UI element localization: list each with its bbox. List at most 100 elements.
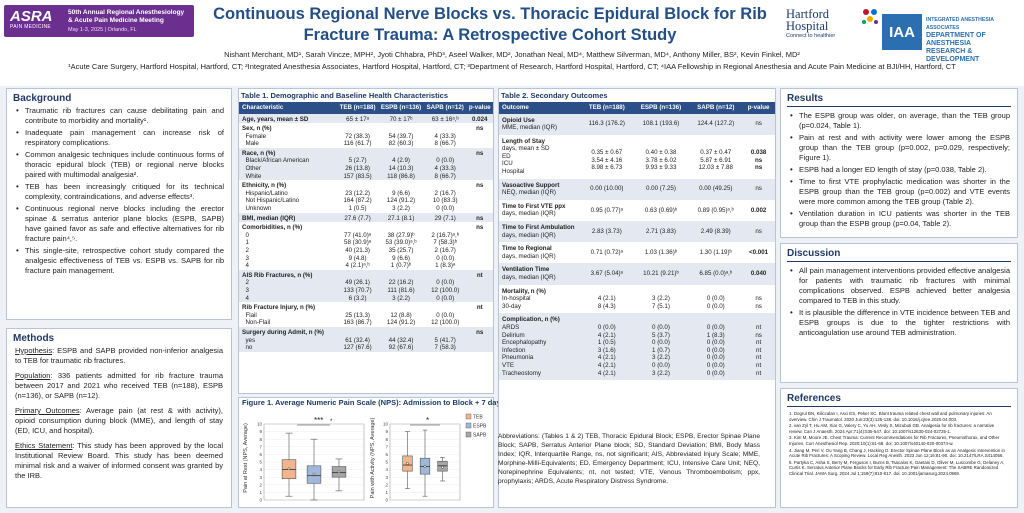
- table2-cell: 124.4 (127.2): [689, 113, 743, 135]
- table1-row: 0 77 (41.0)ᵃ 38 (27.9)ᵇ 2 (16.7)ᵃ,ᵇ: [239, 232, 493, 240]
- methods-text: : This study has been approved by the lo…: [15, 441, 223, 480]
- table1-cell: ns: [466, 326, 493, 337]
- table1-body: Age, years, mean ± SD 65 ± 17ᵃ 70 ± 17ᵇ 63 …: [239, 113, 494, 352]
- table2-cell: 2.71 (3.83): [632, 221, 690, 243]
- table1-cell: [337, 147, 379, 158]
- table1-cell: 0.024: [466, 113, 493, 124]
- table1-row: Surgery during Admit, n (%) ns: [239, 326, 493, 337]
- table1-row: no 127 (67.6) 92 (67.6) 7 (58.3): [239, 344, 493, 352]
- table2-outcome-sub: MME, median (IQR): [502, 124, 558, 132]
- y-tick-label: 0: [385, 498, 388, 503]
- table1-cell: [378, 180, 424, 190]
- table2-cell: 10.21 (9.21)ᵇ: [632, 263, 690, 285]
- table2-outcome-cell: Time to Regional days, median (IQR): [499, 242, 581, 263]
- table1-cell: [466, 279, 493, 287]
- table1-cell: 63 ± 16ᵃ,ᵇ: [423, 113, 467, 124]
- table1-cell: 12 (8.8): [390, 311, 412, 319]
- table2-col-header: p-value: [742, 102, 775, 114]
- box-mean: [406, 462, 409, 465]
- table2-section: Table 2. Secondary Outcomes Outcome TEB …: [498, 88, 776, 508]
- title-line-2: Fracture Trauma: A Retrospective Cohort …: [303, 26, 677, 44]
- iaa-line-2: DEPARTMENT OF ANESTHESIA: [926, 32, 986, 47]
- table2-outcome-cell: Length of Stay days, mean ± SD ED ICU Hos…: [499, 135, 581, 179]
- table1-cell: 0 (0.0): [423, 279, 467, 287]
- table1-cell: [337, 222, 378, 232]
- table2-cell: 0.89 (0.95)ᵃ,ᵇ: [697, 206, 734, 214]
- background-list: Traumatic rib fractures can cause debili…: [7, 106, 231, 276]
- table1-cell: BMI, median (IQR): [239, 212, 337, 223]
- table1-section: Table 1. Demographic and Baseline Health…: [238, 88, 494, 394]
- table1-cell: 116 (61.7): [343, 140, 372, 148]
- hartford-tagline: Connect to healthier: [786, 33, 836, 39]
- y-tick-label: 8: [385, 437, 388, 442]
- table1-cell: [378, 147, 424, 158]
- table2-outcome-sub: NEQ, median (IQR): [502, 189, 556, 197]
- table1-cell: 70 ± 17ᵇ: [378, 113, 424, 124]
- table1-cell: 49 (26.1): [337, 279, 379, 287]
- y-tick-label: 9: [385, 429, 388, 434]
- table1-cell: 12 (100.0): [423, 286, 467, 295]
- table1-row: 1 58 (30.9)ᵃ 53 (39.0)ᵃ,ᵇ 7 (58.3)ᵇ: [239, 239, 493, 247]
- table1-cell: 3: [239, 286, 337, 295]
- table2-cell: 0.00 (10.00): [581, 178, 633, 200]
- background-bullet: TEB has been increasingly critiqued for …: [16, 182, 224, 202]
- table1-cell: 7 (58.3): [423, 344, 467, 352]
- table1-cell: [423, 147, 467, 158]
- table1-cell: 5 (2.7): [337, 157, 379, 166]
- table2-outcome-title: Vasoactive Support: [502, 181, 560, 189]
- table1-cell: [424, 222, 467, 232]
- table2-cell: 0.00 (49.25): [689, 178, 743, 200]
- right-ylabel: Pain with Activity (NPS, Average): [370, 418, 376, 499]
- table2-cell: 4 (2.1) 8 (4.3): [597, 295, 616, 310]
- table1-cell: Not Hispanic/Latino: [242, 197, 300, 205]
- table1-cell: 4 (33.3): [423, 165, 467, 173]
- abbreviations: Abbreviations: (Tables 1 & 2) TEB, Thora…: [498, 433, 760, 485]
- asra-tagline: PAIN MEDICINE: [10, 24, 52, 30]
- table1-cell: Sex, n (%): [242, 125, 272, 133]
- table1-cell: 23 (12.2): [345, 189, 370, 197]
- table1-row: Male 116 (61.7) 82 (60.3) 8 (66.7): [239, 140, 493, 148]
- methods-hypothesis: Hypothesis: ESPB and SAPB provided non-i…: [7, 346, 231, 366]
- table1-cell: 1 (8.3)ᵃ: [435, 262, 456, 270]
- table2-row: Time to First VTE ppx days, median (IQR) 0…: [499, 200, 775, 221]
- table1-cell: 35 (25.7): [388, 247, 414, 254]
- table1-cell: 2 (16.7)ᵃ,ᵇ: [431, 231, 460, 239]
- table2-cell: 1.30 (1.19)ᵇ: [699, 249, 732, 257]
- table1-cell: 0 (0.0): [436, 254, 455, 262]
- table1-cell: [467, 133, 494, 141]
- table2-row: Complication, n (%) ARDS Delirium Encepha…: [499, 313, 775, 381]
- table2-outcome-sub: days, median (IQR): [502, 210, 556, 218]
- table2: Outcome TEB (n=188) ESPB (n=136) SAPB (n…: [499, 102, 775, 381]
- table1-row: Hispanic/Latino 23 (12.2) 9 (6.6) 2 (16.7): [239, 190, 493, 198]
- discussion-list: All pain management interventions provid…: [781, 266, 1017, 338]
- table2-row: Mortality, n (%) In-hospital 30-day 4 (2.…: [499, 285, 775, 314]
- poster-title: Continuous Regional Nerve Blocks vs. Tho…: [200, 4, 780, 46]
- table1-cell: Flail: [242, 311, 257, 319]
- meeting-name: 50th Annual Regional Anesthesiology & Ac…: [68, 9, 185, 24]
- table2-outcome-cell: Vasoactive Support NEQ, median (IQR): [499, 178, 581, 200]
- table1-cell: 0 (0.0): [436, 311, 455, 319]
- table1-cell: 124 (91.2): [386, 319, 416, 327]
- table1-cell: Surgery during Admit, n (%): [239, 326, 337, 337]
- methods-label: Primary Outcomes: [15, 406, 80, 415]
- table1-cell: 4: [239, 294, 337, 303]
- background-bullet: Inadequate pain management can increase …: [16, 128, 224, 148]
- table1-cell: 4: [242, 262, 249, 270]
- table2-row: Time to First Ambulation days, median (IQ…: [499, 221, 775, 243]
- table1-cell: 4 (2.1)ᵃ,ᵇ: [345, 262, 370, 270]
- table1-cell: 72 (38.3): [345, 132, 370, 140]
- y-tick-label: 5: [259, 460, 262, 465]
- table1-cell: Rib Fracture Injury, n (%): [242, 304, 316, 312]
- table1-cell: 1 (0.7)ᵇ: [390, 262, 412, 270]
- box-mean: [312, 472, 316, 476]
- table1-cell: Race, n (%): [239, 147, 337, 158]
- table1-row: Black/African American 5 (2.7) 4 (2.9) 0 (0…: [239, 157, 493, 166]
- table1-cell: [378, 269, 424, 280]
- background-bullet: This single-site, retrospective cohort s…: [16, 246, 224, 276]
- table1-cell: 3: [242, 254, 249, 262]
- y-tick-label: 6: [385, 452, 388, 457]
- discussion-heading: Discussion: [787, 244, 1011, 262]
- table1-cell: [467, 312, 494, 320]
- box-mean: [423, 465, 427, 468]
